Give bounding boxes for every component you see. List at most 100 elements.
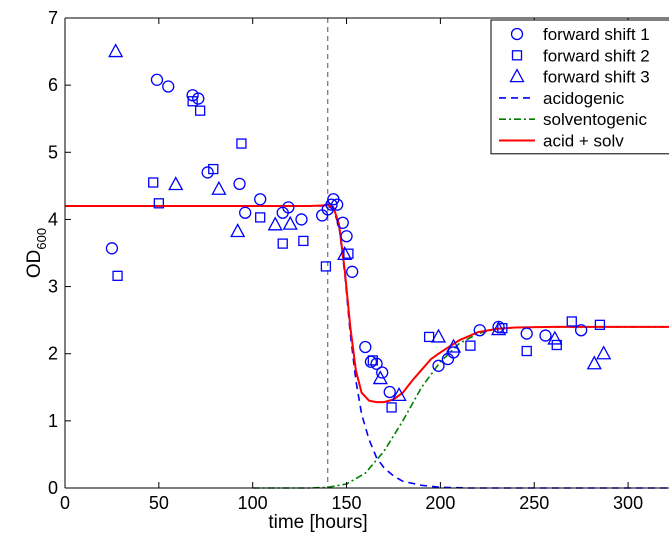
point-s2-6	[236, 138, 247, 149]
point-s2-4	[194, 105, 206, 116]
legend-label: acidogenic	[543, 89, 625, 108]
point-s3-12	[547, 330, 563, 345]
line-series-acidogenic	[65, 205, 669, 489]
point-s3-6	[337, 245, 353, 260]
legend-label: forward shift 2	[543, 46, 650, 65]
point-s3-1	[168, 176, 184, 191]
y-tick-label: 6	[48, 75, 58, 95]
legend-item: solventogenic	[499, 110, 647, 129]
point-s3-11	[490, 321, 507, 336]
x-tick-label: 0	[60, 493, 70, 513]
point-s3-13	[586, 355, 602, 370]
point-s2-12	[367, 355, 378, 366]
point-s1-20	[359, 340, 372, 354]
point-s1-28	[473, 324, 486, 337]
point-s2-8	[277, 238, 288, 249]
point-s2-20	[594, 319, 606, 330]
point-s3-0	[108, 43, 124, 58]
y-tick-label: 0	[48, 478, 58, 498]
point-s2-11	[343, 248, 354, 259]
point-s1-23	[376, 366, 389, 379]
point-s1-24	[383, 385, 396, 399]
point-s2-3	[187, 96, 198, 107]
point-s1-30	[520, 327, 533, 340]
legend-label: solventogenic	[543, 110, 647, 129]
legend-item: forward shift 2	[511, 46, 650, 65]
legend-label: forward shift 3	[543, 68, 650, 87]
point-s2-18	[551, 339, 562, 351]
legend-marker-square	[511, 50, 523, 61]
y-tick-label: 2	[48, 344, 58, 364]
point-s2-5	[208, 163, 219, 175]
legend-item: forward shift 3	[509, 68, 650, 87]
point-s2-7	[255, 212, 266, 223]
x-tick-label: 50	[149, 493, 169, 513]
point-s2-19	[566, 316, 577, 327]
series-layer	[65, 18, 669, 489]
point-s1-5	[201, 166, 214, 179]
point-s2-13	[386, 402, 397, 413]
point-s3-4	[267, 216, 283, 231]
point-s1-32	[575, 324, 588, 337]
point-s2-14	[423, 331, 435, 343]
x-tick-label: 100	[238, 493, 268, 513]
y-tick-label: 5	[48, 142, 58, 162]
point-s1-4	[192, 92, 205, 105]
point-s1-19	[346, 265, 359, 278]
y-tick-label: 7	[48, 8, 58, 28]
point-s2-1	[148, 177, 159, 188]
legend: forward shift 1 forward shift 2 forward sh…	[490, 19, 669, 155]
point-s1-31	[539, 329, 552, 342]
legend-item: forward shift 1	[510, 25, 650, 44]
point-s3-7	[372, 370, 388, 385]
point-s1-18	[340, 230, 353, 243]
point-s1-17	[336, 216, 349, 229]
point-s2-15	[465, 340, 476, 351]
x-tick-label: 200	[425, 493, 455, 513]
point-s3-5	[282, 215, 298, 230]
x-tick-label: 150	[332, 493, 362, 513]
point-s1-2	[162, 80, 175, 93]
point-s3-8	[391, 386, 407, 401]
point-s1-7	[239, 206, 252, 219]
point-s2-16	[497, 323, 508, 334]
y-axis-label: OD600	[24, 228, 49, 278]
point-s1-11	[295, 213, 308, 226]
y-tick-label: 4	[48, 209, 58, 229]
point-s1-1	[150, 73, 164, 86]
point-s1-8	[254, 193, 267, 206]
legend-item: acidogenic	[499, 89, 625, 108]
y-axis-label-subscript: 600	[34, 228, 49, 250]
axes-layer: 0 50 100 150 200 250 300 0 1 2 3 4 5 6 7	[48, 8, 669, 513]
point-s2-17	[521, 345, 532, 357]
line-series-solventogenic	[252, 326, 669, 489]
point-s2-0	[112, 270, 123, 281]
point-s1-25	[432, 359, 445, 372]
point-s1-22	[370, 357, 383, 370]
point-s3-2	[211, 180, 227, 195]
point-s1-10	[282, 201, 295, 214]
y-axis-label-main: OD	[24, 250, 45, 279]
x-tick-label: 250	[519, 493, 549, 513]
y-tick-label: 1	[48, 411, 58, 431]
legend-label: forward shift 1	[543, 25, 650, 44]
point-s1-6	[233, 177, 246, 190]
point-s1-0	[105, 242, 119, 255]
point-s2-2	[153, 198, 164, 209]
legend-box	[490, 19, 669, 155]
point-s3-9	[430, 328, 447, 343]
legend-label: acid + solv	[543, 132, 624, 151]
point-s1-16	[331, 198, 344, 211]
legend-marker-triangle	[509, 68, 525, 83]
x-tick-label: 300	[613, 493, 643, 513]
y-tick-label: 3	[48, 277, 58, 297]
x-axis-label: time [hours]	[268, 512, 367, 533]
legend-item: acid + solv	[499, 132, 624, 151]
legend-marker-circle	[510, 27, 524, 41]
point-s2-10	[320, 261, 332, 272]
point-s1-14	[325, 198, 338, 211]
point-s3-3	[230, 223, 246, 238]
point-s3-10	[445, 338, 462, 353]
point-s2-9	[298, 235, 309, 247]
